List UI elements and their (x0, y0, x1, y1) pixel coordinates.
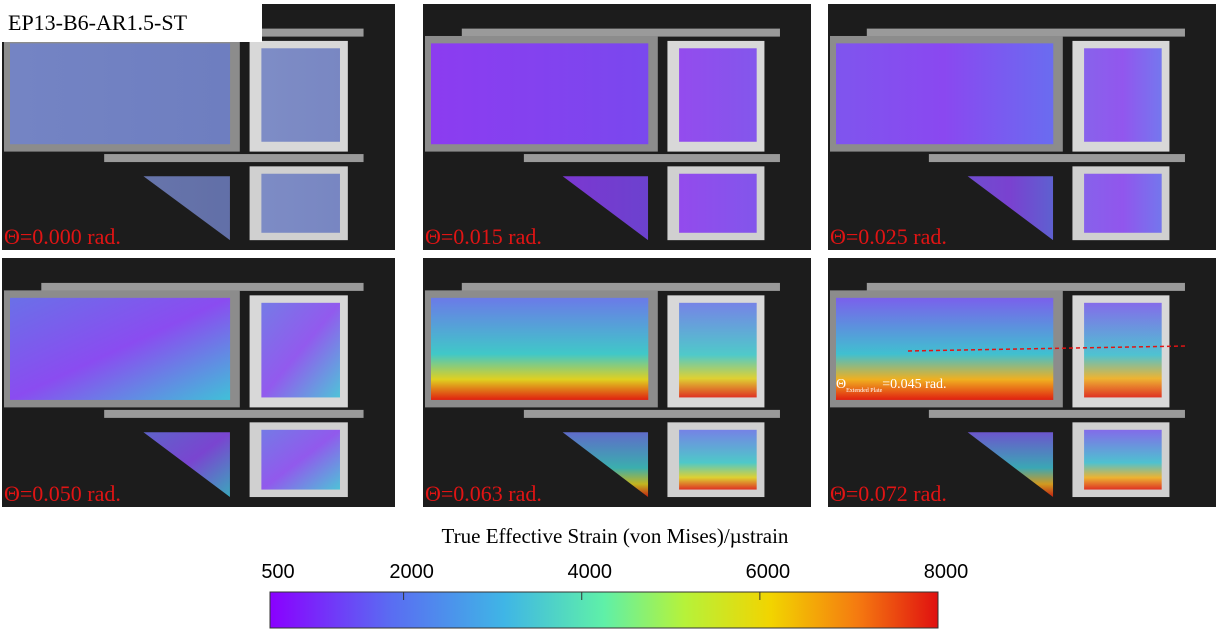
colorbar-tick-label: 6000 (746, 561, 791, 583)
column-strain (679, 48, 757, 141)
bottom-plate (524, 154, 780, 162)
annotation-part: =0.045 rad. (882, 377, 946, 392)
panel: Θ=0.025 rad. (828, 4, 1216, 250)
rotation-label: Θ=0.015 rad. (425, 224, 542, 249)
rotation-label: Θ=0.025 rad. (830, 224, 947, 249)
beam-web-strain (836, 43, 1053, 144)
column-lower-strain (679, 430, 757, 490)
beam-web-strain (431, 298, 648, 400)
rotation-label: Θ=0.072 rad. (830, 481, 947, 506)
bottom-plate (104, 410, 363, 418)
colorbar-tick-label: 500 (261, 561, 294, 583)
bottom-plate (929, 154, 1185, 162)
colorbar-tick-label: 4000 (567, 561, 612, 583)
panel: Θ=0.050 rad. (2, 258, 395, 507)
column-strain (261, 48, 340, 141)
bottom-plate (524, 410, 780, 418)
bottom-plate (104, 154, 363, 162)
column-strain (261, 303, 340, 398)
bottom-plate (929, 410, 1185, 418)
panel: Θ=0.063 rad. (423, 258, 811, 507)
column-lower-strain (261, 174, 340, 233)
rotation-label: Θ=0.050 rad. (4, 481, 121, 506)
beam-web-strain (10, 298, 230, 400)
column-lower-strain (1084, 174, 1162, 233)
colorbar-tick-label: 2000 (389, 561, 434, 583)
column-strain (1084, 303, 1162, 398)
column-strain (679, 303, 757, 398)
panels: Θ=0.000 rad.Θ=0.015 rad.Θ=0.025 rad.Θ=0.… (2, 4, 1216, 507)
figure: Θ=0.000 rad.Θ=0.015 rad.Θ=0.025 rad.Θ=0.… (0, 0, 1231, 634)
beam-top-plate (867, 29, 1185, 37)
beam-top-plate (41, 283, 363, 291)
rotation-label: Θ=0.063 rad. (425, 481, 542, 506)
beam-web-strain (10, 43, 230, 144)
column-strain (1084, 48, 1162, 141)
beam-top-plate (867, 283, 1185, 291)
annotation-part: Extended Plate (846, 388, 882, 394)
panel: Θ=0.015 rad. (423, 4, 811, 250)
beam-top-plate (462, 283, 780, 291)
column-lower-strain (1084, 430, 1162, 490)
column-lower-strain (679, 174, 757, 233)
colorbar-tick-label: 8000 (924, 561, 969, 583)
colorbar (270, 592, 938, 628)
annotation-part: Θ (836, 377, 846, 392)
rotation-label: Θ=0.000 rad. (4, 224, 121, 249)
column-lower-strain (261, 430, 340, 490)
beam-web-strain (431, 43, 648, 144)
figure-title: EP13-B6-AR1.5-ST (8, 10, 188, 35)
beam-top-plate (462, 29, 780, 37)
colorbar-label: True Effective Strain (von Mises)/µstrai… (442, 524, 789, 548)
